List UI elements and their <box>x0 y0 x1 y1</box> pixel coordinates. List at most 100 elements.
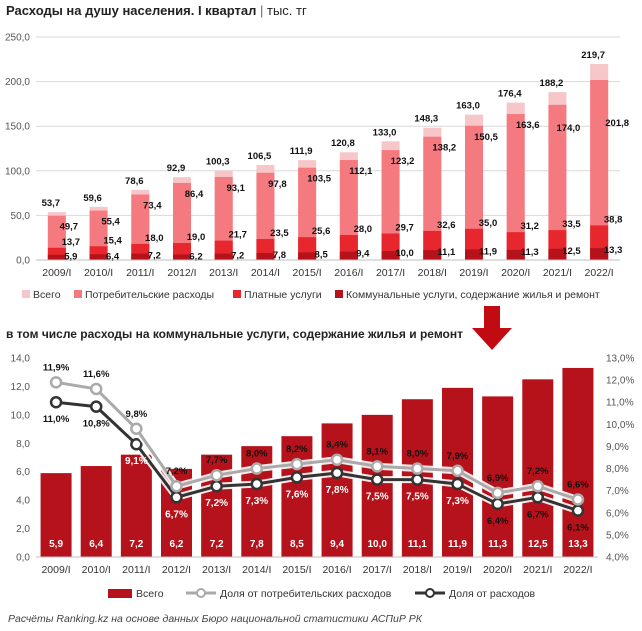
share-total-label: 6,7% <box>527 509 549 520</box>
bar-value-label: 5,9 <box>49 539 63 550</box>
bar-communal <box>47 254 66 260</box>
y-tick-label: 250,0 <box>5 33 30 44</box>
label-paid: 29,7 <box>395 223 414 234</box>
bar-communal <box>465 249 483 260</box>
bar-value-label: 7,2 <box>210 539 224 550</box>
y-tick-label: 0,0 <box>16 256 30 267</box>
label-communal: 9,4 <box>356 249 370 260</box>
label-total: 78,6 <box>125 176 144 187</box>
bar-consumer <box>173 182 191 260</box>
bar-communal <box>339 251 358 260</box>
share-total-label: 9,1% <box>125 456 148 467</box>
label-communal: 11,1 <box>437 247 456 258</box>
label-consumer: 123,2 <box>391 156 415 167</box>
label-paid: 31,2 <box>520 221 539 232</box>
label-paid: 25,6 <box>312 226 331 237</box>
x-tick-label: 2010/I <box>84 267 113 279</box>
bar-value-label: 8,5 <box>290 539 304 550</box>
y2-tick-label: 11,0% <box>606 398 634 409</box>
y-tick-label: 12,0 <box>11 382 31 393</box>
bar-value-label: 12,5 <box>528 539 548 550</box>
share-consumer-point <box>531 479 545 493</box>
bar-communal <box>506 249 525 260</box>
x-tick-label: 2021/I <box>523 564 552 576</box>
label-total: 53,7 <box>42 198 61 209</box>
label-total: 163,0 <box>456 101 480 112</box>
label-consumer: 73,4 <box>143 201 162 212</box>
share-consumer-label: 11,6% <box>83 369 110 380</box>
y-tick-label: 8,0 <box>16 439 30 450</box>
chart1-title-text: Расходы на душу населения. I квартал <box>6 3 257 18</box>
share-total-point <box>290 471 304 484</box>
legend-swatch <box>233 290 241 298</box>
x-tick-label: 2018/I <box>418 267 447 279</box>
label-consumer: 163,6 <box>516 120 540 131</box>
x-tick-label: 2019/I <box>459 267 488 279</box>
label-total: 188,2 <box>540 78 564 89</box>
share-consumer-label: 9,8% <box>126 409 148 420</box>
y-tick-label: 4,0 <box>16 496 30 507</box>
share-consumer-label: 11,9% <box>43 362 70 373</box>
legend-swatch <box>22 290 30 298</box>
legend-swatch <box>425 588 435 598</box>
label-communal: 6,4 <box>106 251 120 262</box>
x-tick-label: 2022/I <box>585 267 614 279</box>
label-consumer: 112,1 <box>349 166 373 177</box>
label-total: 219,7 <box>581 50 605 61</box>
share-consumer-point <box>250 462 264 475</box>
share-total-label: 6,4% <box>487 516 509 527</box>
x-tick-label: 2012/I <box>162 564 191 576</box>
share-total-label: 7,3% <box>245 496 268 507</box>
share-total-point <box>330 466 344 480</box>
bar-consumer <box>214 176 233 260</box>
share-consumer-label: 7,7% <box>206 455 228 466</box>
x-tick-label: 2016/I <box>322 564 351 576</box>
share-consumer-point <box>170 479 183 493</box>
label-paid: 38,8 <box>604 214 623 225</box>
bar-consumer <box>381 150 400 260</box>
label-communal: 6,2 <box>189 251 202 262</box>
bar-communal <box>442 387 473 557</box>
label-total: 59,6 <box>83 193 102 204</box>
label-paid: 19,0 <box>187 232 206 243</box>
legend-swatch <box>196 588 206 598</box>
label-consumer: 86,4 <box>185 189 204 200</box>
y-tick-label: 0,0 <box>16 553 30 564</box>
share-consumer-point <box>330 453 344 466</box>
x-tick-label: 2013/I <box>209 267 238 279</box>
share-consumer-point <box>571 493 585 506</box>
legend-label: Платные услуги <box>244 289 322 301</box>
x-tick-label: 2019/I <box>443 564 472 576</box>
label-total: 111,9 <box>290 146 313 157</box>
bar-communal <box>298 252 317 260</box>
share-consumer-label: 7,9% <box>447 451 469 462</box>
y-tick-label: 2,0 <box>16 524 30 535</box>
bar-communal <box>590 248 609 260</box>
share-total-label: 7,2% <box>205 498 228 509</box>
bar-value-label: 10,0 <box>367 539 387 550</box>
x-tick-label: 2017/I <box>376 267 405 279</box>
bar-communal <box>201 454 233 557</box>
bar-communal <box>256 253 275 260</box>
share-consumer-label: 7,2% <box>527 466 549 477</box>
label-total: 148,3 <box>414 114 438 125</box>
bar-communal <box>522 379 554 557</box>
x-tick-label: 2022/I <box>563 564 592 576</box>
bar-consumer <box>256 172 275 260</box>
label-communal: 11,9 <box>479 246 497 257</box>
bar-communal <box>241 446 273 557</box>
label-communal: 13,3 <box>604 245 623 256</box>
share-consumer-label: 8,4% <box>326 440 348 451</box>
bar-communal <box>40 473 72 557</box>
share-consumer-label: 8,2% <box>286 444 308 455</box>
label-total: 106,5 <box>248 151 272 162</box>
share-consumer-glow <box>55 378 580 503</box>
label-consumer: 138,2 <box>432 143 456 154</box>
legend-swatch <box>74 290 82 298</box>
label-paid: 13,7 <box>62 237 81 248</box>
y2-tick-label: 8,0% <box>606 464 629 475</box>
label-communal: 7,2 <box>231 251 244 262</box>
chart1-svg: 0,0 50,0 100,0 150,0 200,0 250,0 53,7 49,7 13,7 5… <box>5 33 629 302</box>
bar-value-label: 11,1 <box>408 539 427 550</box>
bar-communal <box>131 253 150 260</box>
